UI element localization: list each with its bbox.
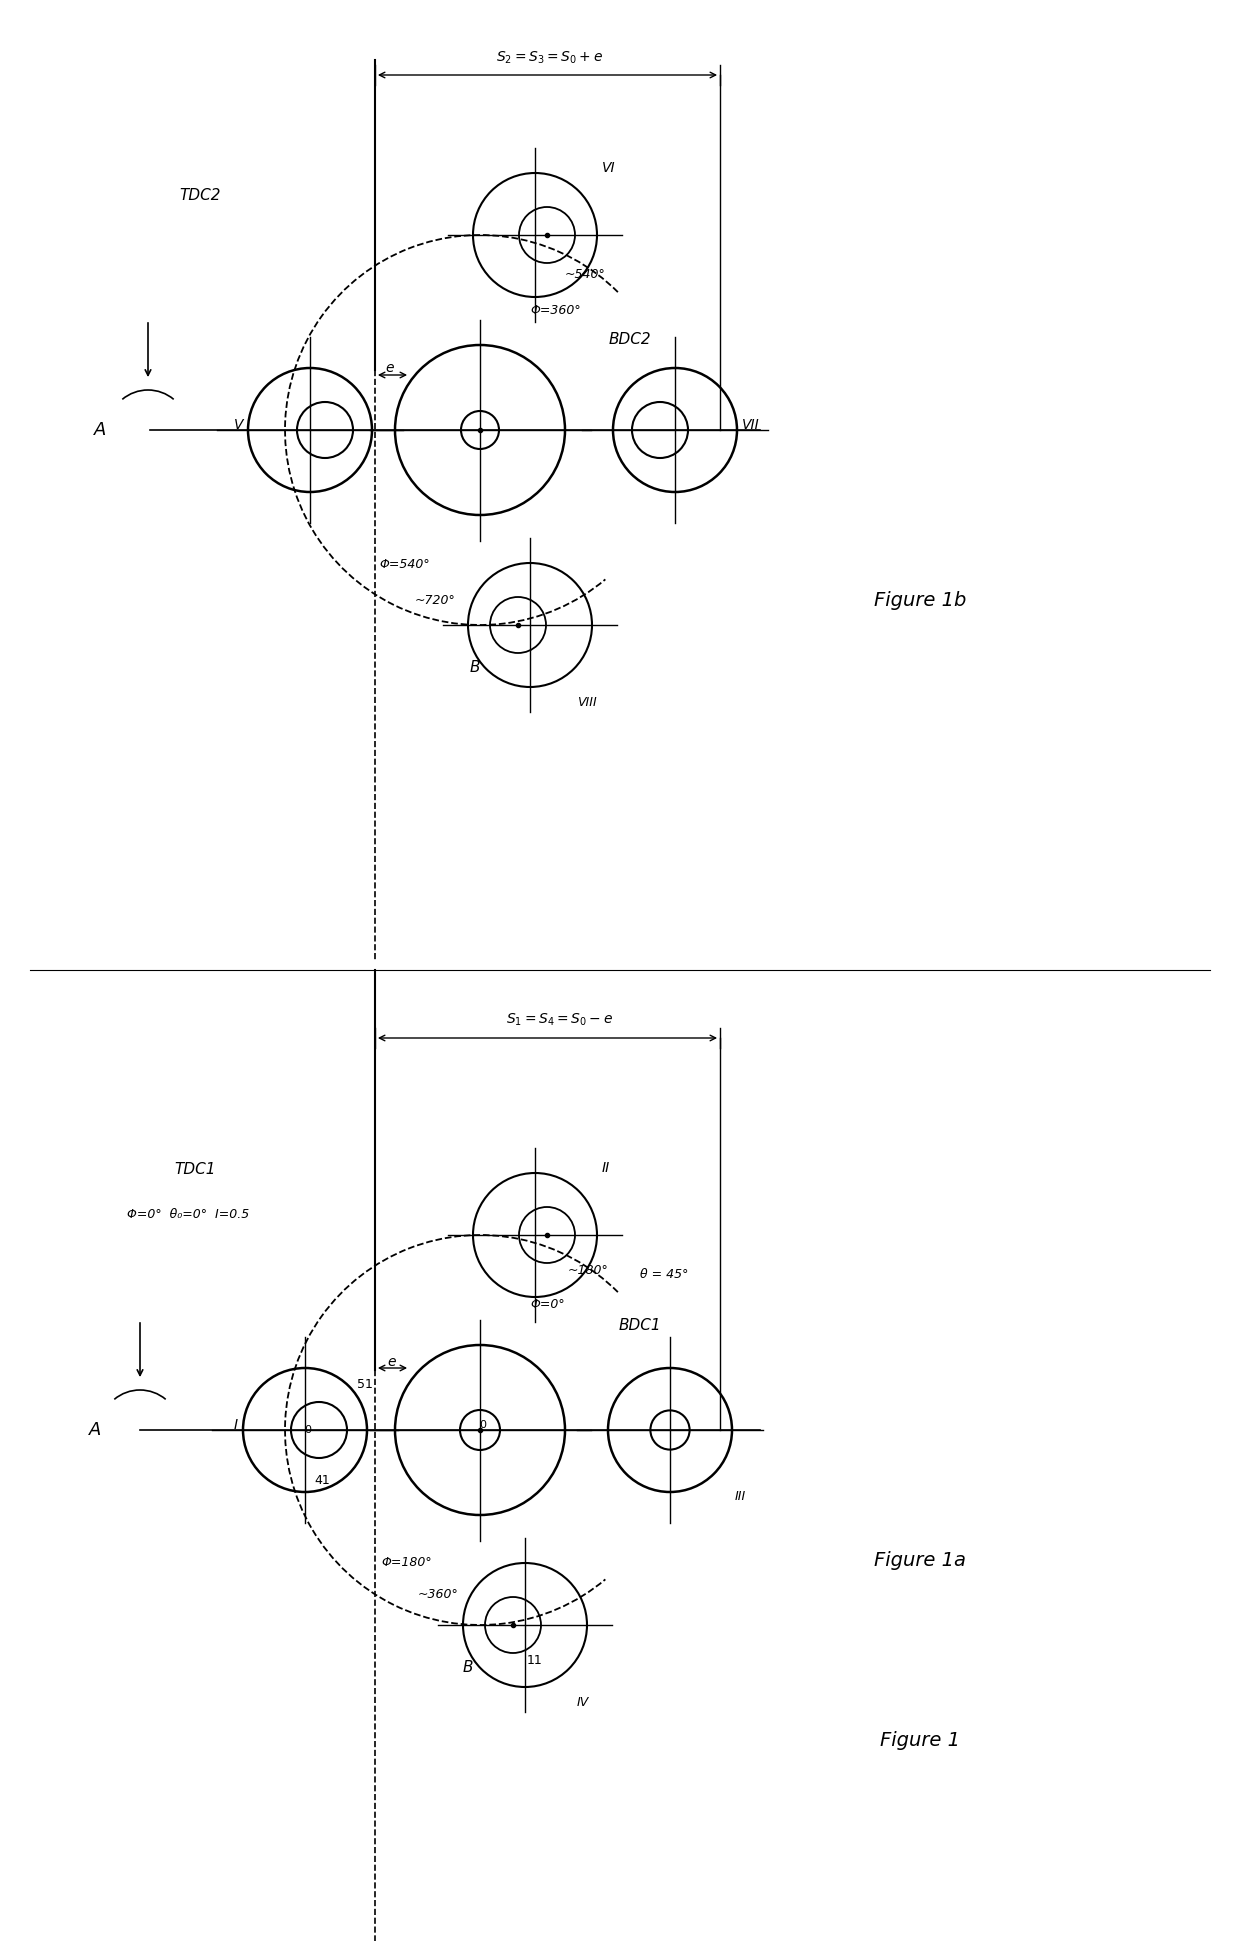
Text: ~720°: ~720° xyxy=(414,594,455,606)
Text: III: III xyxy=(735,1491,746,1504)
Text: V: V xyxy=(233,417,243,433)
Text: 11: 11 xyxy=(527,1654,543,1667)
Text: ~180°: ~180° xyxy=(568,1264,609,1277)
Text: θ = 45°: θ = 45° xyxy=(640,1269,688,1281)
Text: e: e xyxy=(388,1355,397,1368)
Text: TDC2: TDC2 xyxy=(180,188,221,202)
Text: A: A xyxy=(94,421,107,439)
Text: VI: VI xyxy=(601,161,615,175)
Text: Figure 1: Figure 1 xyxy=(880,1731,960,1749)
Text: 0: 0 xyxy=(480,1421,486,1431)
Text: 0: 0 xyxy=(305,1425,311,1434)
Text: 41: 41 xyxy=(314,1473,330,1487)
Text: Φ=180°: Φ=180° xyxy=(382,1555,432,1568)
Text: VIII: VIII xyxy=(577,695,596,708)
Text: TDC1: TDC1 xyxy=(175,1163,216,1178)
Text: 51: 51 xyxy=(357,1378,373,1392)
Text: BDC1: BDC1 xyxy=(619,1318,661,1333)
Text: VII: VII xyxy=(742,417,760,433)
Text: BDC2: BDC2 xyxy=(609,332,651,347)
Text: I: I xyxy=(234,1419,238,1432)
Text: Φ=360°: Φ=360° xyxy=(529,303,580,316)
Text: B: B xyxy=(470,660,480,675)
Text: Φ=0°: Φ=0° xyxy=(529,1299,564,1312)
Text: Φ=0°  θ₀=0°  I=0.5: Φ=0° θ₀=0° I=0.5 xyxy=(126,1209,249,1221)
Text: $S_2=S_3=S_0+e$: $S_2=S_3=S_0+e$ xyxy=(496,50,604,66)
Text: $S_1=S_4=S_0-e$: $S_1=S_4=S_0-e$ xyxy=(506,1011,614,1029)
Text: e: e xyxy=(386,361,394,375)
Text: Figure 1a: Figure 1a xyxy=(874,1551,966,1570)
Text: ~540°: ~540° xyxy=(565,268,606,281)
Text: IV: IV xyxy=(577,1696,589,1708)
Text: ~360°: ~360° xyxy=(417,1588,458,1601)
Text: Φ=540°: Φ=540° xyxy=(379,559,430,571)
Text: A: A xyxy=(89,1421,102,1438)
Text: B: B xyxy=(463,1660,474,1675)
Text: Figure 1b: Figure 1b xyxy=(874,590,966,609)
Text: II: II xyxy=(601,1161,610,1174)
